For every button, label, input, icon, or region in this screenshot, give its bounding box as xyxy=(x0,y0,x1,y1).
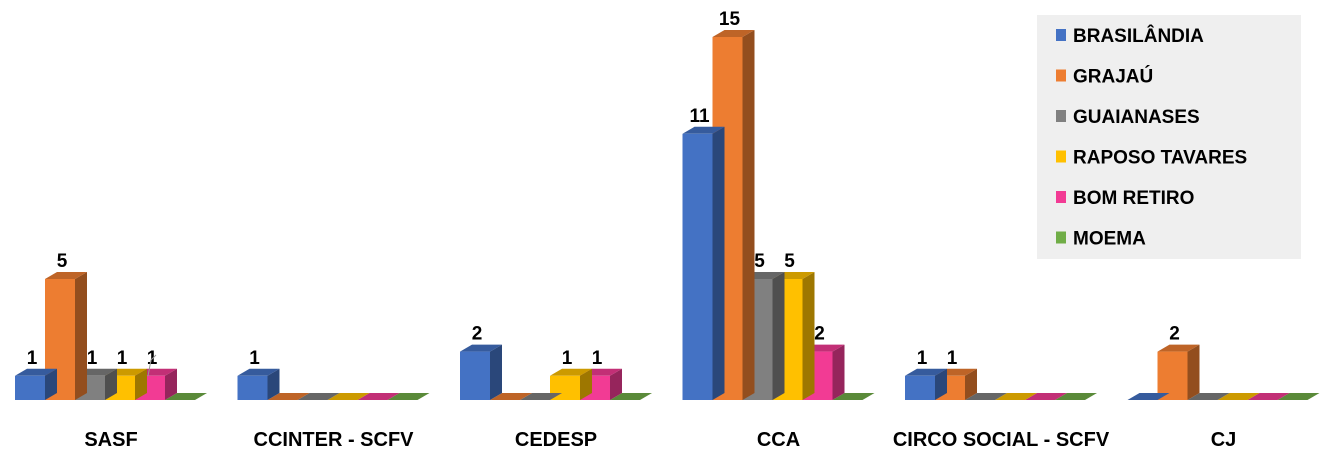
legend: BRASILÂNDIA GRAJAÚ GUAIANASES RAPOSO TAVARE… xyxy=(1037,15,1301,259)
legend-item-brasilandia: BRASILÂNDIA xyxy=(1056,25,1204,47)
bar-bom-retiro-circo-social-scfv xyxy=(1025,393,1067,400)
value-label-raposo-tavares-sasf: 1 xyxy=(117,348,128,369)
bar-bom-retiro-cj xyxy=(1247,393,1290,400)
value-label-brasilandia-sasf: 1 xyxy=(27,348,38,369)
legend-label-guaianases: GUAIANASES xyxy=(1073,107,1200,128)
legend-item-moema: MOEMA xyxy=(1056,229,1146,250)
bar-brasilandia-cedesp xyxy=(460,344,502,400)
bar-raposo-tavares-ccinter-scfv xyxy=(327,393,370,400)
legend-swatch-bom-retiro xyxy=(1056,191,1066,203)
bar-moema-cca xyxy=(832,393,875,400)
bar-guaianases-circo-social-scfv xyxy=(965,393,1007,400)
legend-item-raposo-tavares: RAPOSO TAVARES xyxy=(1056,148,1247,169)
category-labels-layer: SASF CCINTER - SCFV CEDESP CCA CIRCO SOCIAL … xyxy=(84,429,1236,451)
bar-brasilandia-ccinter-scfv xyxy=(237,368,280,400)
legend-item-bom-retiro: BOM RETIRO xyxy=(1056,188,1194,209)
bar-brasilandia-cj xyxy=(1127,393,1170,400)
bar-grajau-cedesp xyxy=(490,393,532,400)
bar-brasilandia-cca xyxy=(682,126,725,401)
legend-swatch-grajau xyxy=(1056,69,1066,82)
legend-background xyxy=(1037,15,1301,259)
bar-moema-ccinter-scfv xyxy=(387,393,430,400)
value-label-brasilandia-ccinter-scfv: 1 xyxy=(249,348,260,369)
value-label-grajau-cca: 15 xyxy=(719,9,741,30)
value-label-brasilandia-circo-social-scfv: 1 xyxy=(917,348,928,369)
bar-bom-retiro-ccinter-scfv xyxy=(357,393,400,400)
legend-label-grajau: GRAJAÚ xyxy=(1073,66,1153,88)
bar-guaianases-ccinter-scfv xyxy=(297,393,340,400)
label-leader-line xyxy=(147,354,157,377)
category-label-ccinter-scfv: CCINTER - SCFV xyxy=(254,429,415,451)
category-label-sasf: SASF xyxy=(84,429,137,451)
bar-grajau-ccinter-scfv xyxy=(267,393,310,400)
category-label-circo-social-scfv: CIRCO SOCIAL - SCFV xyxy=(893,429,1110,451)
legend-swatch-moema xyxy=(1056,231,1066,244)
value-label-raposo-tavares-cca: 5 xyxy=(784,251,795,272)
legend-label-brasilandia: BRASILÂNDIA xyxy=(1073,25,1204,47)
category-label-cca: CCA xyxy=(757,429,800,451)
bar-brasilandia-sasf xyxy=(15,368,57,400)
legend-label-bom-retiro: BOM RETIRO xyxy=(1073,188,1194,209)
legend-item-grajau: GRAJAÚ xyxy=(1056,66,1153,88)
bar-guaianases-cj xyxy=(1187,393,1230,400)
value-label-brasilandia-cedesp: 2 xyxy=(472,324,483,345)
legend-swatch-raposo-tavares xyxy=(1056,150,1066,163)
bar-moema-sasf xyxy=(165,393,207,400)
bar-moema-cj xyxy=(1277,393,1320,400)
bar-raposo-tavares-circo-social-scfv xyxy=(995,393,1037,400)
legend-swatch-guaianases xyxy=(1056,110,1066,122)
legend-label-moema: MOEMA xyxy=(1073,229,1146,250)
value-label-grajau-circo-social-scfv: 1 xyxy=(947,348,958,369)
value-label-bom-retiro-cca: 2 xyxy=(814,324,825,345)
value-label-guaianases-cca: 5 xyxy=(754,251,765,272)
value-label-bom-retiro-cedesp: 1 xyxy=(592,348,603,369)
bar-raposo-tavares-cj xyxy=(1217,393,1260,400)
value-label-grajau-cj: 2 xyxy=(1169,324,1180,345)
value-label-raposo-tavares-cedesp: 1 xyxy=(562,348,573,369)
bar-brasilandia-circo-social-scfv xyxy=(905,368,947,400)
bars-layer xyxy=(15,30,1320,401)
category-label-cj: CJ xyxy=(1211,429,1237,451)
category-label-cedesp: CEDESP xyxy=(515,429,597,451)
legend-label-raposo-tavares: RAPOSO TAVARES xyxy=(1073,148,1247,169)
bar-grajau-cj xyxy=(1157,344,1200,400)
value-label-brasilandia-cca: 11 xyxy=(689,106,710,127)
value-label-guaianases-sasf: 1 xyxy=(87,348,98,369)
legend-swatch-brasilandia xyxy=(1056,29,1066,41)
bar-guaianases-cedesp xyxy=(520,393,562,400)
bar-moema-cedesp xyxy=(610,393,652,400)
bar-moema-circo-social-scfv xyxy=(1055,393,1097,400)
value-label-grajau-sasf: 5 xyxy=(57,251,68,272)
legend-item-guaianases: GUAIANASES xyxy=(1056,107,1200,128)
